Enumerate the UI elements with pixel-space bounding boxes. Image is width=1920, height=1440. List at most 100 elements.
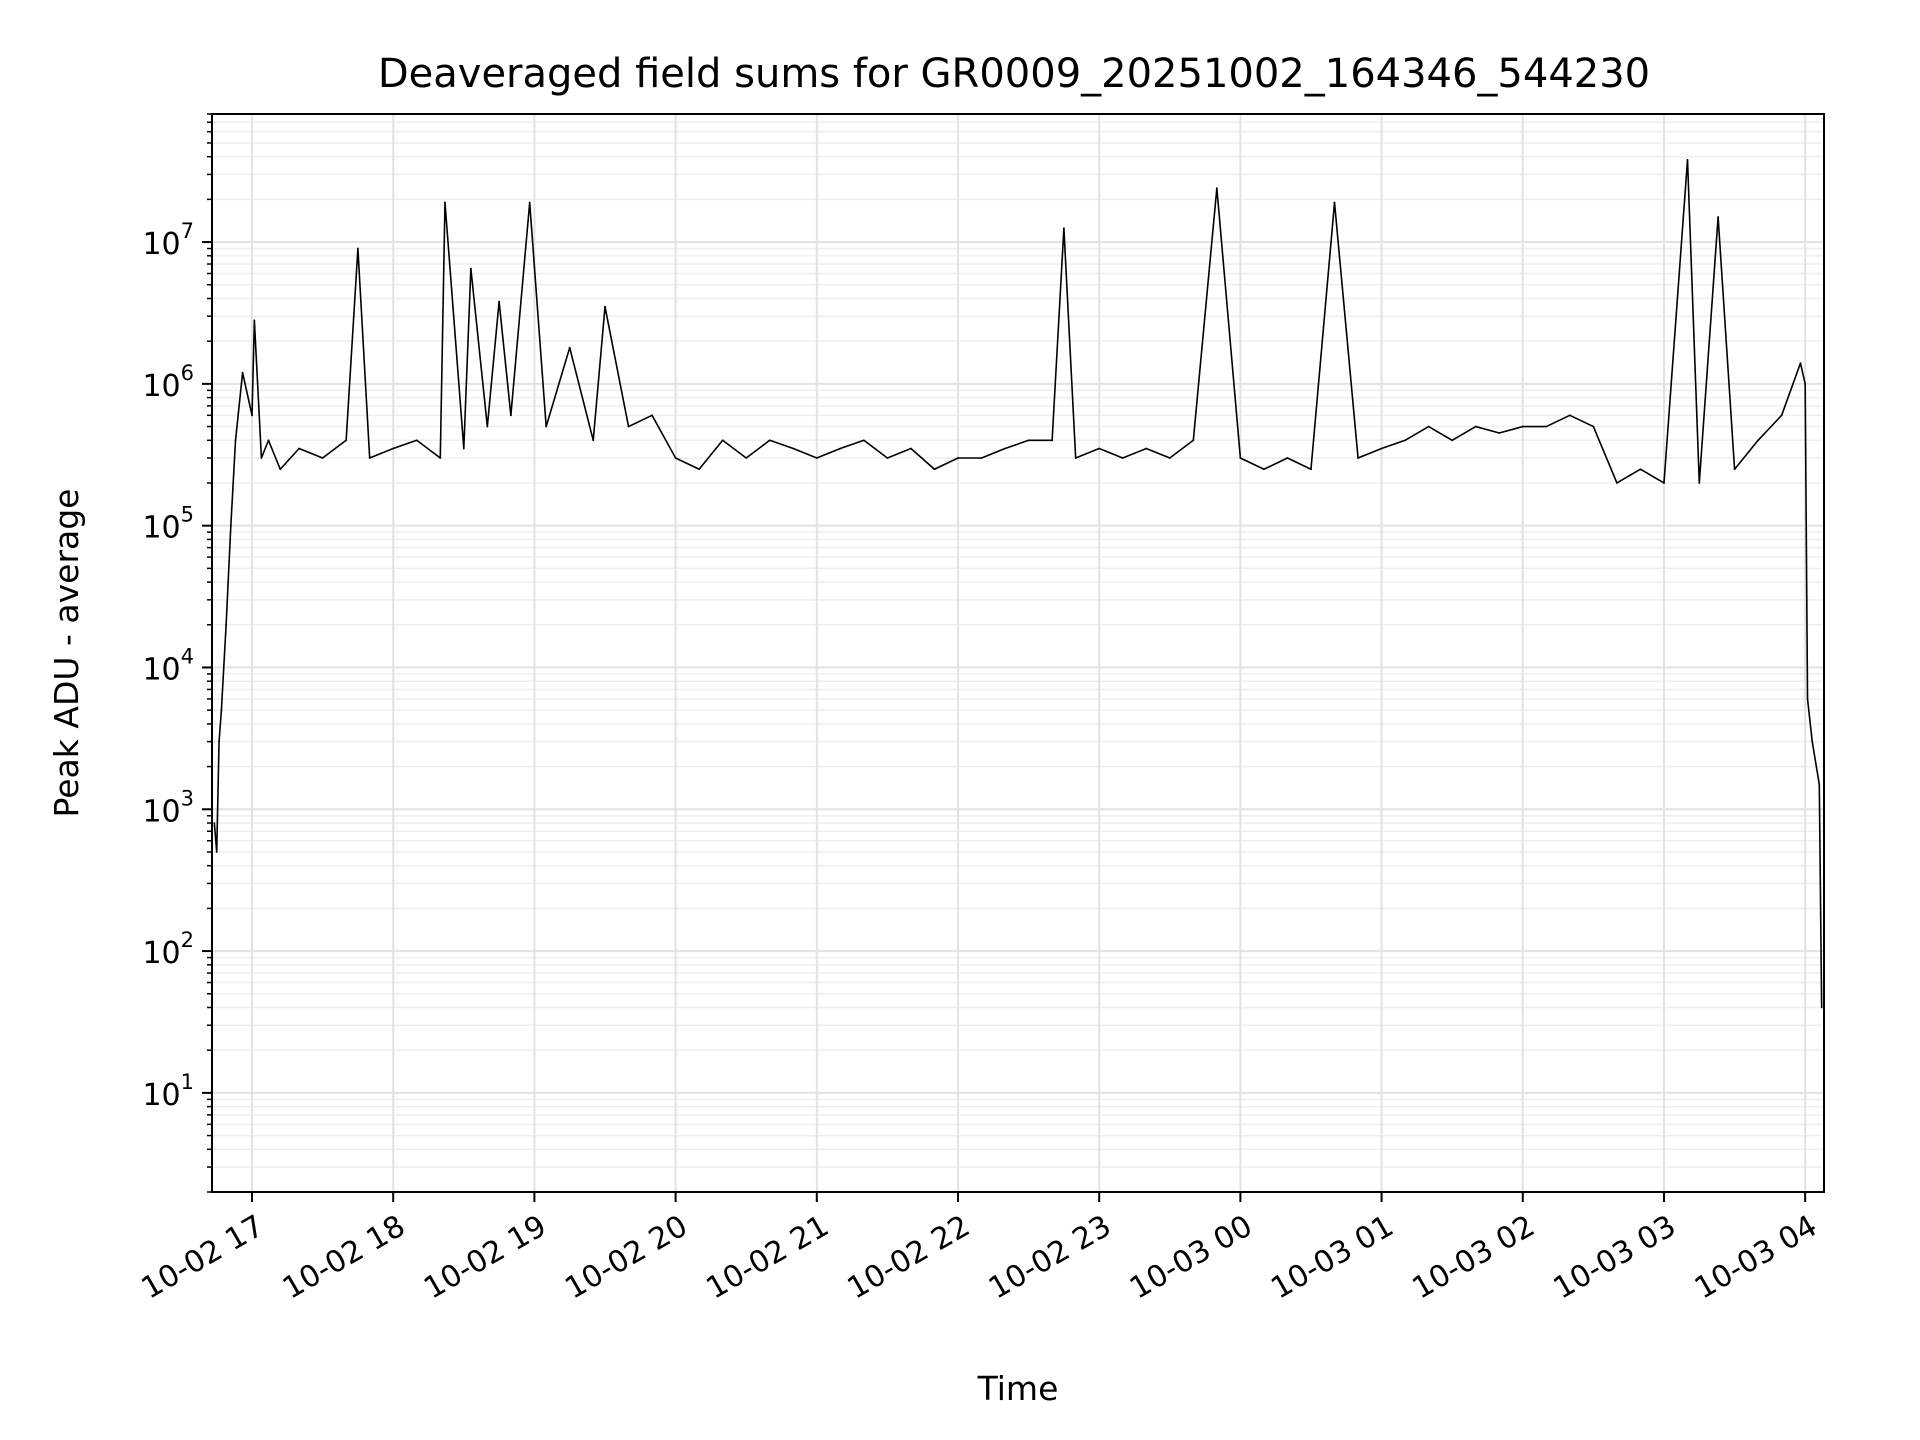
data-point [839, 447, 842, 450]
data-point [815, 457, 818, 459]
y-tick-label-base: 10 [142, 511, 180, 546]
data-point [1804, 382, 1807, 385]
data-point [1004, 447, 1006, 450]
y-tick-label-exponent: 1 [181, 1070, 194, 1094]
data-point [1310, 468, 1312, 471]
data-point [1698, 482, 1701, 484]
data-point [462, 447, 465, 450]
data-point [1545, 425, 1548, 428]
data-point [651, 414, 653, 417]
data-point [1051, 439, 1054, 442]
data-point [745, 457, 748, 459]
data-point [768, 439, 771, 442]
data-point [1121, 457, 1124, 459]
grid-major [212, 114, 1824, 1192]
y-tick-label-exponent: 4 [181, 644, 194, 668]
y-tick-label-exponent: 5 [181, 503, 194, 527]
plot-frame [211, 113, 1825, 1193]
data-point [1263, 468, 1265, 471]
data-point [1215, 187, 1218, 190]
series-line [213, 159, 1823, 1008]
data-point [1404, 439, 1407, 442]
data-point [498, 300, 501, 303]
data-point [1074, 457, 1077, 459]
y-axis-label: Peak ADU - average [47, 489, 86, 818]
data-point [1820, 1006, 1823, 1009]
data-point [1239, 457, 1242, 459]
data-point [444, 201, 446, 204]
data-point [1663, 482, 1665, 484]
y-tick-label-base: 10 [142, 794, 180, 829]
y-tick-label-base: 10 [142, 652, 180, 687]
data-point [1568, 414, 1571, 417]
data-point [1818, 783, 1821, 786]
data-point [439, 457, 442, 459]
y-tick-label: 103 [142, 786, 194, 829]
data-point [1757, 439, 1760, 442]
data-point [674, 457, 677, 459]
data-point [218, 740, 220, 743]
data-point [1145, 447, 1148, 450]
data-point [568, 346, 571, 349]
data-point [1806, 698, 1809, 700]
data-point [368, 457, 371, 459]
data-point [1780, 414, 1783, 417]
data-point [1498, 432, 1501, 434]
data-point [545, 425, 548, 428]
data-point [279, 468, 282, 471]
x-axis-label: Time [977, 1369, 1059, 1408]
data-point [1616, 482, 1618, 484]
y-tick-label: 102 [142, 928, 194, 971]
data-point [627, 425, 630, 428]
data-point [321, 457, 324, 459]
data-point [345, 439, 348, 442]
data-point [1811, 740, 1814, 743]
data-point [1717, 216, 1720, 218]
data-point [1380, 447, 1383, 450]
y-tick-label-base: 10 [142, 369, 180, 404]
data-point [260, 457, 263, 459]
data-point [213, 822, 216, 824]
data-point [486, 425, 489, 428]
y-tick-label: 104 [142, 644, 194, 687]
data-point [721, 439, 724, 442]
y-tick-label: 105 [142, 503, 194, 546]
chart-title: Deaveraged field sums for GR0009_2025100… [378, 51, 1650, 97]
data-point [604, 305, 606, 308]
data-point [357, 247, 359, 250]
data-point [298, 447, 300, 450]
data-point [528, 201, 531, 204]
data-point [1686, 158, 1689, 161]
data-point [220, 709, 223, 712]
data-point [1192, 439, 1195, 442]
y-tick-label: 101 [142, 1070, 194, 1113]
data-point [910, 447, 912, 450]
data-point [957, 457, 959, 459]
data-point [1333, 201, 1336, 204]
data-point [509, 414, 512, 417]
data-point [886, 457, 889, 459]
data-point [792, 447, 795, 450]
data-point [267, 439, 270, 442]
data-point [1427, 425, 1430, 428]
data-point [980, 457, 983, 459]
data-point [1592, 425, 1595, 428]
data-point [1474, 425, 1477, 428]
data-point [1168, 457, 1171, 459]
data-point [1286, 457, 1289, 459]
y-tick-label-base: 10 [142, 1078, 180, 1113]
y-tick-label-exponent: 7 [181, 219, 194, 243]
data-point [1098, 447, 1101, 450]
data-point [241, 371, 244, 374]
y-tick-label-base: 10 [142, 227, 180, 262]
data-point [1027, 439, 1030, 442]
y-tick-label-exponent: 6 [181, 361, 194, 385]
data-point [862, 439, 865, 442]
data-point [392, 447, 395, 450]
y-tick-label: 107 [142, 219, 194, 262]
data-point [1639, 468, 1642, 471]
data-point [251, 414, 253, 417]
